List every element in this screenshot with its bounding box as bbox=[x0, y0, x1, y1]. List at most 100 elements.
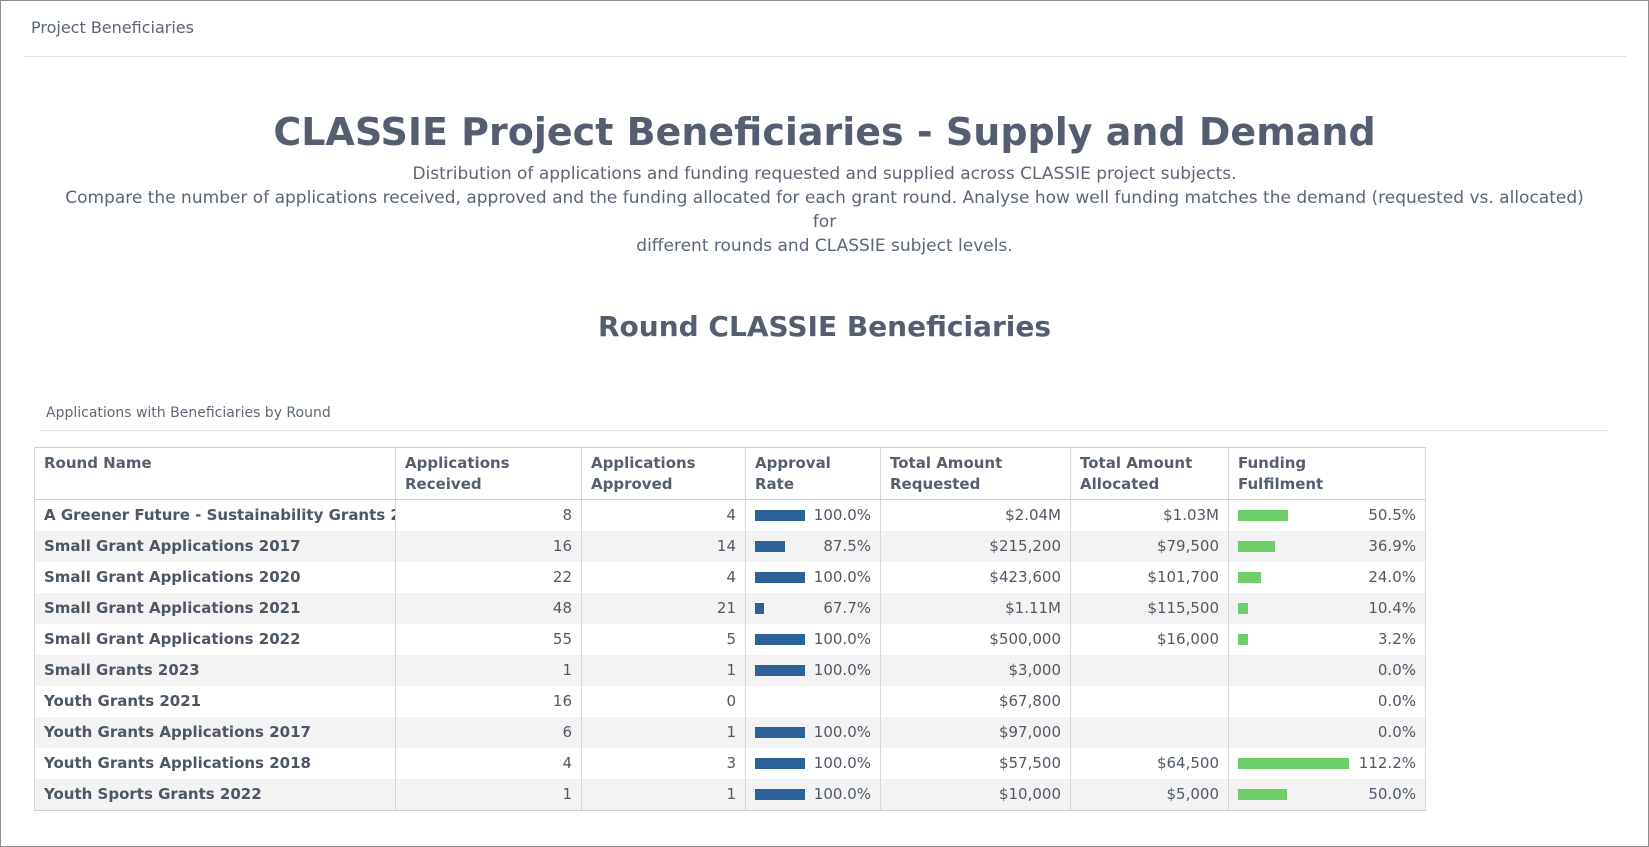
cell-total-allocated: $1.03M bbox=[1070, 499, 1229, 531]
beneficiaries-table: Round Name Applications Received Applicat… bbox=[34, 447, 1426, 811]
approval-rate-bar bbox=[755, 727, 805, 738]
cell-total-requested: $2.04M bbox=[880, 499, 1071, 531]
cell-round-name: Small Grant Applications 2021 bbox=[34, 593, 396, 624]
table-row[interactable]: Youth Grants Applications 2017 6 1 100.0% $9… bbox=[34, 717, 1426, 748]
table-row[interactable]: A Greener Future - Sustainability Grants… bbox=[34, 499, 1426, 531]
cell-applications-received: 1 bbox=[395, 779, 582, 811]
column-header-label: Funding bbox=[1238, 454, 1307, 472]
funding-fulfilment-bar bbox=[1238, 758, 1349, 769]
approval-rate-bar bbox=[755, 665, 805, 676]
funding-fulfilment-value: 3.2% bbox=[1377, 630, 1416, 648]
funding-fulfilment-value: 50.0% bbox=[1368, 785, 1416, 803]
approval-rate-value: 67.7% bbox=[823, 599, 871, 617]
funding-fulfilment-bar bbox=[1238, 510, 1288, 521]
cell-approval-rate: 100.0% bbox=[745, 748, 881, 779]
column-header-label: Approval bbox=[755, 454, 831, 472]
cell-round-name: Small Grant Applications 2022 bbox=[34, 624, 396, 655]
cell-applications-received: 48 bbox=[395, 593, 582, 624]
funding-fulfilment-value: 50.5% bbox=[1368, 506, 1416, 524]
table-panel-title: Applications with Beneficiaries by Round bbox=[46, 405, 331, 421]
cell-applications-approved: 4 bbox=[581, 562, 746, 593]
column-header-applications-approved[interactable]: Applications Approved bbox=[581, 447, 746, 500]
cell-total-allocated: $16,000 bbox=[1070, 624, 1229, 655]
cell-round-name: Small Grant Applications 2017 bbox=[34, 531, 396, 562]
cell-funding-fulfilment: 24.0% bbox=[1228, 562, 1426, 593]
table-row[interactable]: Youth Sports Grants 2022 1 1 100.0% $10,000 $… bbox=[34, 779, 1426, 811]
approval-rate-bar bbox=[755, 510, 805, 521]
subtitle-line: Compare the number of applications recei… bbox=[65, 188, 1584, 232]
table-row[interactable]: Youth Grants Applications 2018 4 3 100.0% $5… bbox=[34, 748, 1426, 779]
column-header-label: Fulfilment bbox=[1238, 475, 1324, 493]
approval-rate-bar bbox=[755, 603, 764, 614]
panel-title: Project Beneficiaries bbox=[31, 18, 194, 37]
column-header-total-allocated[interactable]: Total Amount Allocated bbox=[1070, 447, 1229, 500]
cell-funding-fulfilment: 3.2% bbox=[1228, 624, 1426, 655]
cell-round-name: Youth Grants Applications 2017 bbox=[34, 717, 396, 748]
cell-total-allocated bbox=[1070, 717, 1229, 748]
cell-funding-fulfilment: 36.9% bbox=[1228, 531, 1426, 562]
cell-applications-approved: 1 bbox=[581, 717, 746, 748]
table-row[interactable]: Small Grant Applications 2021 48 21 67.7% $1… bbox=[34, 593, 1426, 624]
cell-applications-received: 16 bbox=[395, 686, 582, 717]
cell-applications-received: 6 bbox=[395, 717, 582, 748]
approval-rate-value: 100.0% bbox=[813, 568, 871, 586]
cell-applications-approved: 1 bbox=[581, 779, 746, 811]
funding-fulfilment-bar bbox=[1238, 603, 1248, 614]
column-header-label: Total Amount bbox=[890, 454, 1003, 472]
panel-divider bbox=[24, 56, 1626, 57]
cell-approval-rate: 100.0% bbox=[745, 499, 881, 531]
column-header-approval-rate[interactable]: Approval Rate bbox=[745, 447, 881, 500]
cell-total-allocated: $101,700 bbox=[1070, 562, 1229, 593]
column-header-label: Approved bbox=[591, 475, 673, 493]
approval-rate-bar bbox=[755, 758, 805, 769]
cell-approval-rate: 87.5% bbox=[745, 531, 881, 562]
table-row[interactable]: Small Grant Applications 2017 16 14 87.5% $2… bbox=[34, 531, 1426, 562]
table-row[interactable]: Youth Grants 2021 16 0 $67,800 0.0% bbox=[34, 686, 1426, 717]
table-row[interactable]: Small Grant Applications 2020 22 4 100.0% $4… bbox=[34, 562, 1426, 593]
cell-applications-approved: 0 bbox=[581, 686, 746, 717]
cell-applications-received: 22 bbox=[395, 562, 582, 593]
column-header-label: Allocated bbox=[1080, 475, 1160, 493]
page-subtitle: Distribution of applications and funding… bbox=[60, 162, 1589, 258]
cell-approval-rate bbox=[745, 686, 881, 717]
funding-fulfilment-value: 24.0% bbox=[1368, 568, 1416, 586]
approval-rate-value: 100.0% bbox=[813, 661, 871, 679]
approval-rate-bar bbox=[755, 789, 805, 800]
column-header-funding-fulfilment[interactable]: Funding Fulfilment bbox=[1228, 447, 1426, 500]
column-header-label: Requested bbox=[890, 475, 981, 493]
cell-funding-fulfilment: 112.2% bbox=[1228, 748, 1426, 779]
cell-round-name: Youth Grants 2021 bbox=[34, 686, 396, 717]
cell-approval-rate: 100.0% bbox=[745, 562, 881, 593]
column-header-round-name[interactable]: Round Name bbox=[34, 447, 396, 500]
cell-total-allocated: $64,500 bbox=[1070, 748, 1229, 779]
table-row[interactable]: Small Grants 2023 1 1 100.0% $3,000 0.0% bbox=[34, 655, 1426, 686]
subtitle-line: different rounds and CLASSIE subject lev… bbox=[636, 236, 1013, 256]
cell-applications-received: 1 bbox=[395, 655, 582, 686]
cell-funding-fulfilment: 0.0% bbox=[1228, 655, 1426, 686]
funding-fulfilment-value: 0.0% bbox=[1377, 723, 1416, 741]
section-title: Round CLASSIE Beneficiaries bbox=[597, 310, 1052, 343]
column-header-label: Total Amount bbox=[1080, 454, 1193, 472]
column-header-applications-received[interactable]: Applications Received bbox=[395, 447, 582, 500]
cell-approval-rate: 100.0% bbox=[745, 655, 881, 686]
cell-approval-rate: 100.0% bbox=[745, 779, 881, 811]
cell-applications-received: 55 bbox=[395, 624, 582, 655]
cell-total-requested: $500,000 bbox=[880, 624, 1071, 655]
column-header-total-requested[interactable]: Total Amount Requested bbox=[880, 447, 1071, 500]
approval-rate-value: 100.0% bbox=[813, 630, 871, 648]
page-title: CLASSIE Project Beneficiaries - Supply a… bbox=[273, 110, 1376, 154]
table-row[interactable]: Small Grant Applications 2022 55 5 100.0% $5… bbox=[34, 624, 1426, 655]
cell-total-requested: $97,000 bbox=[880, 717, 1071, 748]
approval-rate-value: 100.0% bbox=[813, 506, 871, 524]
cell-total-requested: $215,200 bbox=[880, 531, 1071, 562]
cell-applications-approved: 3 bbox=[581, 748, 746, 779]
cell-total-requested: $10,000 bbox=[880, 779, 1071, 811]
approval-rate-value: 100.0% bbox=[813, 785, 871, 803]
cell-applications-received: 8 bbox=[395, 499, 582, 531]
funding-fulfilment-value: 112.2% bbox=[1358, 754, 1416, 772]
column-header-label: Round Name bbox=[44, 454, 152, 472]
cell-funding-fulfilment: 0.0% bbox=[1228, 686, 1426, 717]
cell-funding-fulfilment: 10.4% bbox=[1228, 593, 1426, 624]
cell-total-allocated: $5,000 bbox=[1070, 779, 1229, 811]
cell-round-name: Youth Sports Grants 2022 bbox=[34, 779, 396, 811]
